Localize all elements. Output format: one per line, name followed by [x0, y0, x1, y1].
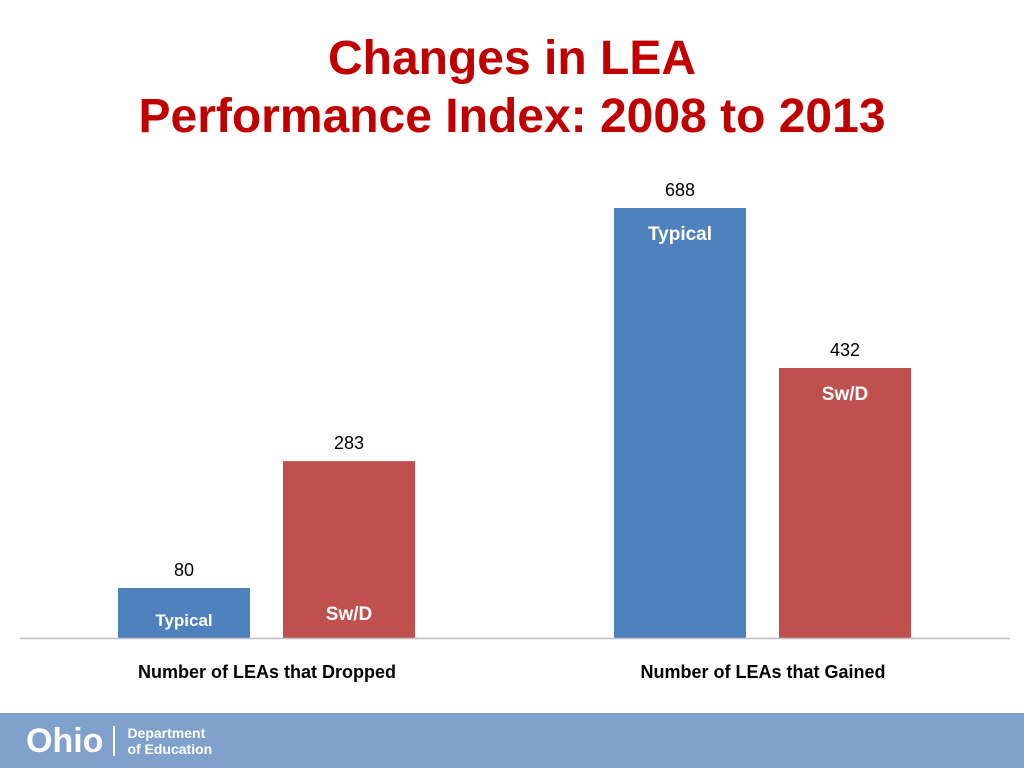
ohio-wordmark: Ohio: [26, 721, 104, 760]
department-line-1: Department: [127, 725, 206, 741]
department-text: Department of Education: [127, 725, 212, 757]
bar-swd-1: [779, 368, 911, 638]
value-label: 80: [174, 560, 194, 580]
series-label: Typical: [648, 224, 712, 245]
bars-group: [118, 208, 911, 638]
bar-swd-0: [283, 461, 415, 638]
department-line-2: of Education: [127, 741, 213, 757]
series-label: Sw/D: [326, 604, 372, 625]
category-labels-group: Number of LEAs that Dropped Number of LEA…: [138, 662, 886, 682]
category-label: Number of LEAs that Gained: [640, 662, 885, 682]
title-line-2: Performance Index: 2008 to 2013: [138, 90, 886, 143]
footer-bar: Ohio Department of Education: [0, 713, 1024, 768]
slide-title: Changes in LEA Performance Index: 2008 t…: [0, 30, 1024, 146]
logo-divider: [113, 726, 116, 756]
value-label: 688: [665, 180, 695, 200]
series-labels-group: Typical Sw/D Typical Sw/D: [155, 224, 868, 630]
value-label: 432: [830, 340, 860, 360]
series-label: Typical: [155, 611, 212, 630]
category-label: Number of LEAs that Dropped: [138, 662, 396, 682]
series-label: Sw/D: [822, 384, 868, 405]
ohio-department-logo: Ohio Department of Education: [26, 721, 212, 760]
bar-typical-1: [614, 208, 746, 638]
bar-chart: 80 283 688 432 Typical Sw/D Typical Sw/D Numbe…: [20, 180, 1010, 682]
value-label: 283: [334, 433, 364, 453]
bar-typical-0: [118, 588, 250, 638]
title-line-1: Changes in LEA: [327, 32, 697, 85]
value-labels-group: 80 283 688 432: [174, 180, 860, 580]
